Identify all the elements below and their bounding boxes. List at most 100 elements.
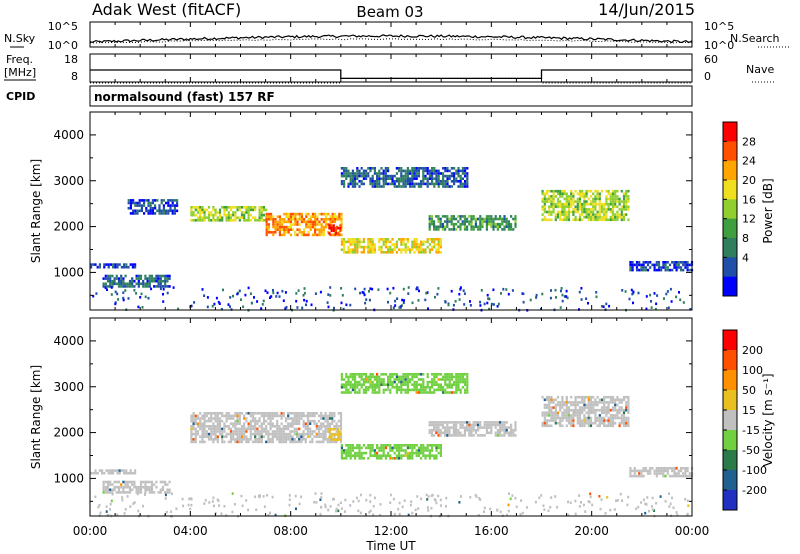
power-cell (143, 199, 146, 202)
velocity-cell (629, 467, 632, 470)
velocity-cell (98, 469, 101, 472)
velocity-cell (603, 408, 606, 412)
velocity-cell (393, 457, 396, 460)
power-cell (114, 263, 117, 266)
power-cell (98, 265, 101, 269)
velocity-cell (431, 446, 434, 450)
power-cell (444, 220, 447, 223)
velocity-cell (298, 432, 301, 436)
velocity-cell (123, 471, 126, 475)
power-cell (603, 215, 606, 219)
velocity-cell (565, 408, 568, 412)
velocity-cell (427, 495, 430, 498)
power-cell (327, 218, 330, 221)
power-cell (112, 265, 115, 269)
power-cell (406, 177, 409, 180)
velocity-cell (603, 406, 606, 409)
velocity-cell (614, 416, 617, 420)
velocity-cell (324, 425, 327, 428)
velocity-cell (503, 421, 506, 424)
velocity-cell (349, 449, 352, 452)
power-cell (154, 204, 157, 207)
velocity-cell (431, 380, 434, 384)
velocity-cell (369, 454, 372, 457)
power-cell (431, 238, 434, 241)
power-cell (145, 206, 148, 210)
velocity-cell (395, 446, 398, 450)
velocity-cell (657, 472, 661, 475)
power-cell (340, 240, 343, 244)
velocity-cell (452, 421, 455, 424)
velocity-cell (389, 501, 392, 504)
velocity-cell (605, 395, 608, 399)
velocity-cell (393, 444, 396, 447)
velocity-cell (260, 427, 263, 431)
velocity-cell (345, 444, 348, 447)
velocity-cell (384, 388, 387, 392)
velocity-cell (437, 451, 440, 455)
power-cell (559, 205, 562, 209)
power-cell (437, 243, 440, 246)
power-cell (265, 225, 268, 229)
power-cell (333, 215, 336, 218)
velocity-cell (448, 391, 451, 394)
power-cell (567, 202, 571, 206)
velocity-cell (629, 472, 632, 475)
velocity-cell (238, 430, 241, 433)
power-cell (592, 215, 595, 219)
power-cell (125, 265, 128, 269)
velocity-cell (322, 435, 325, 438)
power-cell (510, 225, 513, 229)
power-cell (113, 277, 116, 280)
power-cell (114, 301, 117, 304)
power-cell (428, 217, 431, 221)
velocity-cell (550, 496, 553, 499)
power-cell (138, 199, 141, 202)
velocity-colorbar-swatch (723, 470, 737, 491)
velocity-cell (503, 426, 506, 429)
power-cell (570, 189, 573, 193)
velocity-cell (133, 483, 136, 486)
velocity-cell (278, 440, 281, 444)
power-cell (596, 210, 599, 214)
velocity-cell (543, 419, 546, 422)
power-cell (684, 266, 687, 269)
velocity-cell (203, 427, 206, 431)
velocity-cell (415, 375, 418, 379)
power-cell (605, 210, 608, 214)
power-cell (406, 174, 409, 178)
velocity-cell (439, 373, 442, 376)
power-cell (611, 215, 615, 219)
power-cell (378, 177, 381, 180)
power-cell (164, 277, 167, 280)
power-cell (611, 192, 615, 196)
velocity-cell (137, 491, 140, 494)
power-cell (132, 212, 135, 215)
power-cell (402, 185, 405, 188)
power-cell (453, 167, 456, 170)
power-cell (109, 263, 112, 266)
power-cell (325, 212, 328, 216)
power-cell (272, 225, 275, 229)
velocity-cell (611, 395, 615, 399)
velocity-cell (315, 425, 318, 428)
power-cell (212, 219, 215, 222)
power-cell (543, 205, 546, 209)
velocity-cell (389, 449, 392, 452)
power-cell (272, 289, 274, 292)
velocity-cell (483, 423, 486, 427)
velocity-cell (334, 433, 338, 436)
velocity-cell (229, 422, 233, 425)
power-cell (173, 209, 176, 213)
velocity-cell (398, 451, 401, 455)
power-cell (444, 180, 447, 183)
power-cell (592, 197, 595, 201)
power-cell (545, 210, 549, 214)
power-cell (267, 231, 270, 234)
velocity-cell (413, 446, 416, 450)
velocity-cell (563, 408, 566, 412)
velocity-cell (510, 434, 513, 437)
power-cell (437, 182, 440, 186)
velocity-cell (104, 485, 107, 489)
velocity-cell (470, 431, 473, 435)
